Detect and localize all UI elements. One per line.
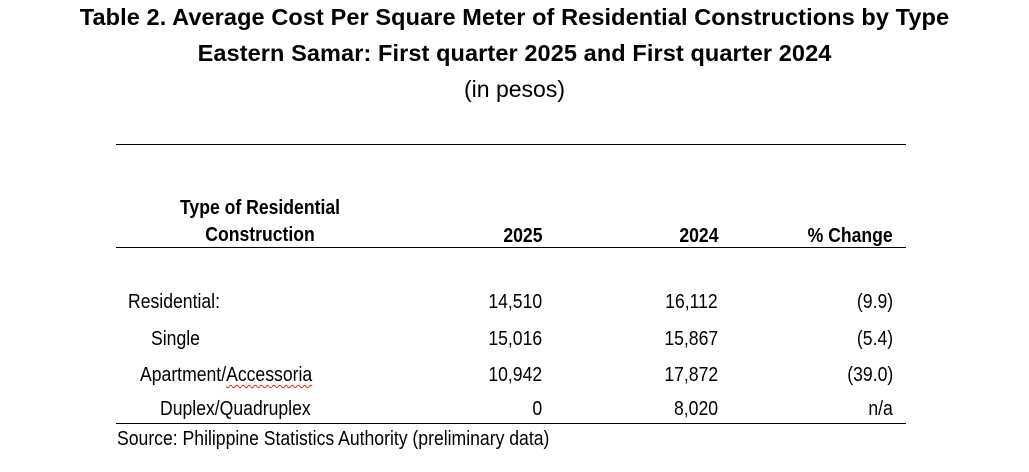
row-apartment-pct: (39.0) <box>847 364 893 386</box>
row-residential-2025: 14,510 <box>488 291 542 313</box>
header-pct-change: % Change <box>807 225 893 247</box>
row-label-apartment: Apartment/Accessoria <box>140 364 312 387</box>
header-type-line2: Construction <box>205 224 315 246</box>
row-label-apartment-b: Accessoria <box>226 364 313 386</box>
row-single-2024: 15,867 <box>664 328 718 350</box>
row-apartment-2025: 10,942 <box>488 364 542 386</box>
row-label-apartment-a: Apartment/ <box>140 364 227 386</box>
header-2024: 2024 <box>678 225 718 247</box>
source-note: Source: Philippine Statistics Authority … <box>117 428 550 450</box>
top-rule <box>116 144 906 145</box>
row-single-pct: (5.4) <box>856 328 893 350</box>
row-residential-2024: 16,112 <box>665 291 718 313</box>
row-duplex-pct: n/a <box>868 398 893 420</box>
row-label-residential: Residential: <box>128 291 220 313</box>
header-type-line1: Type of Residential <box>179 197 341 219</box>
header-rule <box>116 247 906 248</box>
table-subtitle: (in pesos) <box>464 76 565 102</box>
row-residential-pct: (9.9) <box>856 291 893 313</box>
row-duplex-2025: 0 <box>532 398 542 420</box>
header-type: Type of Residential Construction <box>133 195 386 249</box>
header-2025: 2025 <box>502 225 542 247</box>
row-label-single: Single <box>151 328 200 350</box>
row-duplex-2024: 8,020 <box>673 398 718 420</box>
bottom-rule <box>116 423 906 424</box>
row-label-duplex: Duplex/Quadruplex <box>160 398 311 420</box>
table-title: Table 2. Average Cost Per Square Meter o… <box>79 4 950 30</box>
row-apartment-2024: 17,872 <box>664 364 718 386</box>
table-title-line2: Eastern Samar: First quarter 2025 and Fi… <box>197 40 832 66</box>
row-single-2025: 15,016 <box>488 328 542 350</box>
